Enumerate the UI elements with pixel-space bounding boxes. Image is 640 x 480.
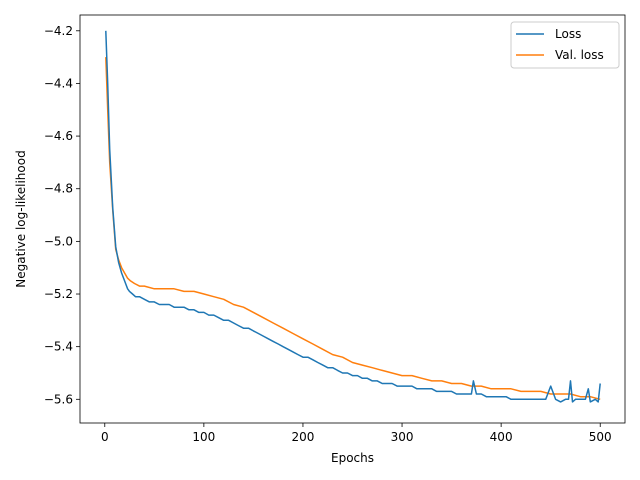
legend: Loss Val. loss [510,21,620,69]
y-tick-label: −4.6 [44,129,73,143]
y-axis: −5.6 −5.4 −5.2 −5.0 −4.8 −4.6 −4.4 −4.2 [44,24,80,406]
series-line-loss [105,30,601,403]
x-tick-label: 300 [391,430,414,444]
y-tick-label: −5.2 [44,287,73,301]
x-tick-label: 100 [192,430,215,444]
y-tick-label: −4.8 [44,182,73,196]
y-tick-label: −5.0 [44,234,73,248]
y-tick-label: −5.4 [44,340,73,354]
x-tick-label: 400 [490,430,513,444]
axes-frame [79,14,626,424]
x-axis-label: Epochs [331,451,374,465]
series-line-val-loss [105,57,601,401]
y-axis-label: Negative log-likelihood [14,150,28,287]
x-tick-label: 0 [101,430,109,444]
y-tick-label: −4.4 [44,76,73,90]
x-tick-label: 200 [292,430,315,444]
legend-label-loss: Loss [555,27,581,41]
x-tick-label: 500 [589,430,612,444]
x-axis: 0 100 200 300 400 500 [101,423,612,444]
y-tick-label: −4.2 [44,24,73,38]
y-tick-label: −5.6 [44,392,73,406]
legend-label-val-loss: Val. loss [555,48,604,62]
plot-area [105,30,601,403]
